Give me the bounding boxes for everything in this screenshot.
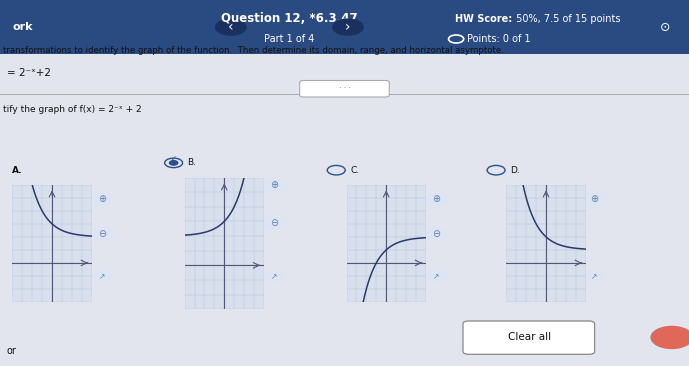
Text: ✓: ✓ xyxy=(171,156,176,162)
Text: tify the graph of f(x) = 2⁻ˣ + 2: tify the graph of f(x) = 2⁻ˣ + 2 xyxy=(3,105,142,114)
Text: ↗: ↗ xyxy=(271,272,278,281)
Text: ⊙: ⊙ xyxy=(659,20,670,34)
Text: ↗: ↗ xyxy=(433,272,440,281)
Text: ›: › xyxy=(345,20,351,34)
Text: Part 1 of 4: Part 1 of 4 xyxy=(264,34,315,44)
Text: Clear all: Clear all xyxy=(508,332,551,343)
FancyBboxPatch shape xyxy=(0,54,689,366)
Circle shape xyxy=(91,270,113,282)
Circle shape xyxy=(583,270,605,282)
Circle shape xyxy=(582,193,606,206)
Circle shape xyxy=(216,19,246,35)
Circle shape xyxy=(424,228,449,241)
Text: 50%, 7.5 of 15 points: 50%, 7.5 of 15 points xyxy=(513,14,621,24)
Circle shape xyxy=(90,193,114,206)
Text: ↗: ↗ xyxy=(99,272,105,281)
FancyBboxPatch shape xyxy=(463,321,595,354)
Circle shape xyxy=(263,270,285,282)
Circle shape xyxy=(424,193,449,206)
Text: ⊕: ⊕ xyxy=(590,194,598,205)
Text: or: or xyxy=(7,346,17,356)
Text: ‹: ‹ xyxy=(228,20,234,34)
Text: ⊕: ⊕ xyxy=(98,194,106,205)
Text: = 2⁻ˣ+2: = 2⁻ˣ+2 xyxy=(7,68,51,78)
Text: HW Score:: HW Score: xyxy=(455,14,512,24)
Text: · · ·: · · · xyxy=(338,84,351,93)
Circle shape xyxy=(262,178,287,191)
Circle shape xyxy=(169,161,178,165)
Text: B.: B. xyxy=(187,158,196,167)
Circle shape xyxy=(651,326,689,348)
FancyBboxPatch shape xyxy=(0,0,689,54)
Text: ⊖: ⊖ xyxy=(432,229,440,239)
Circle shape xyxy=(333,19,363,35)
Text: C.: C. xyxy=(350,166,359,175)
Text: ⊕: ⊕ xyxy=(270,180,278,190)
Text: ⊖: ⊖ xyxy=(98,229,106,239)
FancyBboxPatch shape xyxy=(300,81,389,97)
Text: Points: 0 of 1: Points: 0 of 1 xyxy=(467,34,531,44)
Text: ⊕: ⊕ xyxy=(432,194,440,205)
Circle shape xyxy=(90,228,114,241)
Text: A.: A. xyxy=(12,166,23,175)
Text: D.: D. xyxy=(510,166,520,175)
Text: transformations to identify the graph of the function.  Then determine its domai: transformations to identify the graph of… xyxy=(3,46,504,55)
Text: Question 12, *6.3.47: Question 12, *6.3.47 xyxy=(221,12,358,26)
Text: ork: ork xyxy=(12,22,33,32)
Circle shape xyxy=(425,270,447,282)
Text: ↗: ↗ xyxy=(590,272,597,281)
Text: ⊖: ⊖ xyxy=(270,218,278,228)
Circle shape xyxy=(262,217,287,230)
